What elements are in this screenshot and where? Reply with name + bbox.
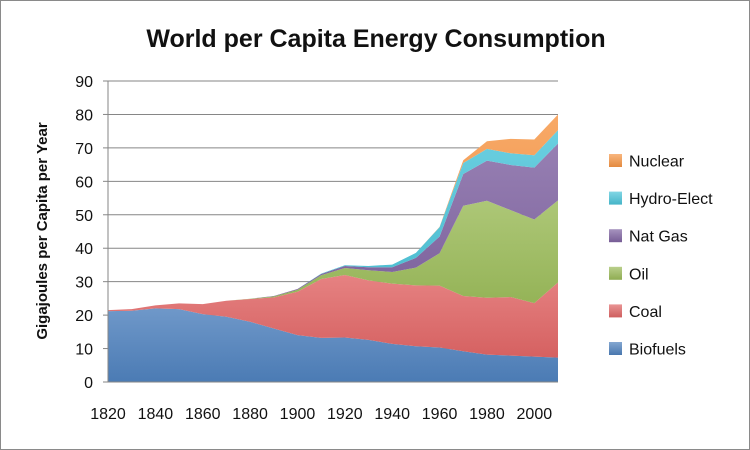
legend-label-nat-gas: Nat Gas <box>629 229 688 246</box>
chart-title: World per Capita Energy Consumption <box>146 25 605 53</box>
legend-swatch-nuclear <box>609 154 622 167</box>
x-tick-label: 1840 <box>138 406 174 423</box>
x-tick-label: 1860 <box>185 406 221 423</box>
legend-swatch-oil <box>609 266 622 280</box>
y-tick-label: 20 <box>75 308 93 325</box>
y-axis-label: Gigajoules per Capita per Year <box>34 122 51 339</box>
y-tick-label: 10 <box>75 342 93 359</box>
legend: Nuclear Hydro-Elect Nat Gas Oil Coal Biofuels <box>609 154 713 359</box>
axes <box>103 80 558 383</box>
legend-swatch-coal <box>609 304 622 318</box>
legend-swatch-biofuels <box>609 342 622 355</box>
y-tick-label: 40 <box>75 241 93 258</box>
area-coal <box>108 274 558 358</box>
y-tick-labels: 0 10 20 30 40 50 60 70 80 90 <box>75 74 93 392</box>
plot-areas <box>108 114 558 382</box>
y-tick-label: 90 <box>75 74 93 91</box>
x-tick-label: 1920 <box>327 406 363 423</box>
y-tick-label: 80 <box>75 107 93 124</box>
legend-label-hydro-elect: Hydro-Elect <box>629 191 713 208</box>
y-tick-label: 0 <box>84 375 93 392</box>
x-tick-label: 1940 <box>374 406 410 423</box>
area-biofuels <box>108 308 558 382</box>
legend-swatch-hydro-elect <box>609 191 622 205</box>
y-tick-label: 70 <box>75 141 93 158</box>
x-tick-label: 1820 <box>90 406 126 423</box>
x-tick-label: 1900 <box>280 406 316 423</box>
x-tick-label: 1980 <box>469 406 505 423</box>
area-oil <box>108 200 558 311</box>
x-tick-labels: 1820 1840 1860 1880 1900 1920 1940 1960 1980 2000 <box>90 406 552 423</box>
y-tick-label: 30 <box>75 275 93 292</box>
y-tick-label: 50 <box>75 208 93 225</box>
legend-swatch-nat-gas <box>609 229 622 243</box>
legend-label-nuclear: Nuclear <box>629 154 685 171</box>
legend-label-oil: Oil <box>629 266 649 283</box>
x-tick-label: 1880 <box>232 406 268 423</box>
x-tick-label: 1960 <box>422 406 458 423</box>
legend-label-coal: Coal <box>629 304 662 321</box>
legend-label-biofuels: Biofuels <box>629 342 686 359</box>
x-tick-label: 2000 <box>517 406 553 423</box>
y-tick-label: 60 <box>75 174 93 191</box>
